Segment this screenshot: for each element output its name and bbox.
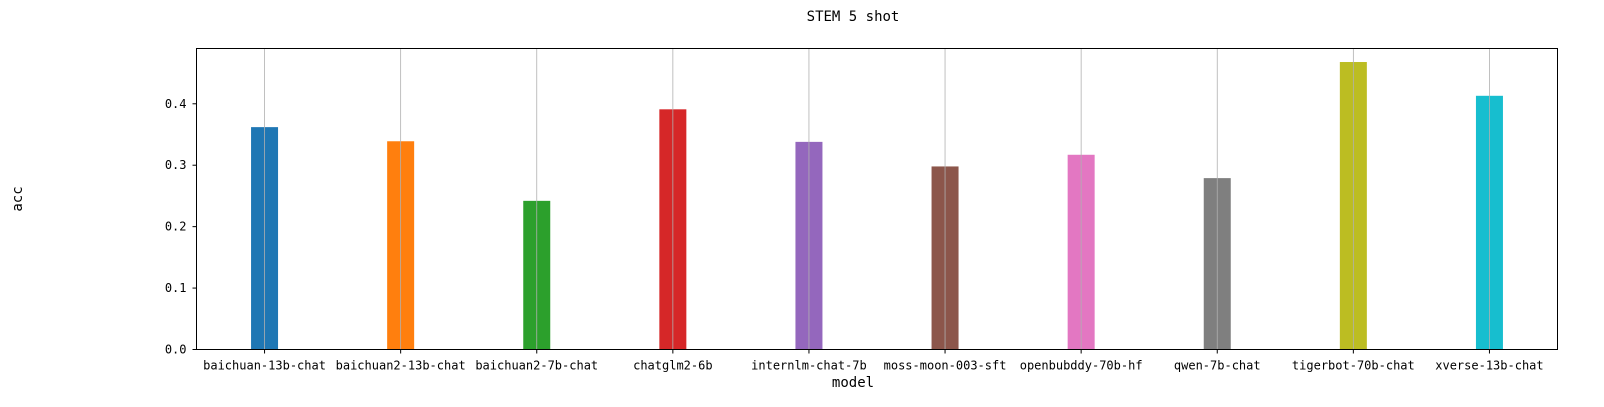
x-tick-label: internlm-chat-7b bbox=[751, 359, 867, 373]
x-tick-label: tigerbot-70b-chat bbox=[1292, 359, 1415, 373]
x-axis: baichuan-13b-chat baichuan2-13b-chat baich… bbox=[203, 349, 1544, 373]
x-tick-label: baichuan2-13b-chat bbox=[336, 359, 466, 373]
y-tick-label: 0.3 bbox=[165, 158, 187, 172]
x-tick-label: baichuan-13b-chat bbox=[203, 359, 326, 373]
plot-area-frame bbox=[196, 48, 1558, 350]
y-tick-label: 0.4 bbox=[165, 97, 187, 111]
y-tick-label: 0.2 bbox=[165, 220, 187, 234]
x-tick-label: openbubddy-70b-hf bbox=[1020, 359, 1143, 373]
x-axis-label: model bbox=[832, 375, 874, 391]
x-tick-label: xverse-13b-chat bbox=[1435, 359, 1543, 373]
y-axis-label: acc bbox=[10, 186, 26, 211]
x-tick-label: moss-moon-003-sft bbox=[884, 359, 1007, 373]
y-tick-label: 0.0 bbox=[165, 343, 187, 357]
y-tick-label: 0.1 bbox=[165, 281, 187, 295]
x-tick-label: baichuan2-7b-chat bbox=[475, 359, 598, 373]
x-tick-label: qwen-7b-chat bbox=[1174, 359, 1261, 373]
chart-title: STEM 5 shot bbox=[807, 9, 900, 25]
y-axis: 0.0 0.1 0.2 0.3 0.4 bbox=[165, 97, 197, 357]
x-tick-label: chatglm2-6b bbox=[633, 359, 712, 373]
bar-layer bbox=[251, 48, 1503, 350]
